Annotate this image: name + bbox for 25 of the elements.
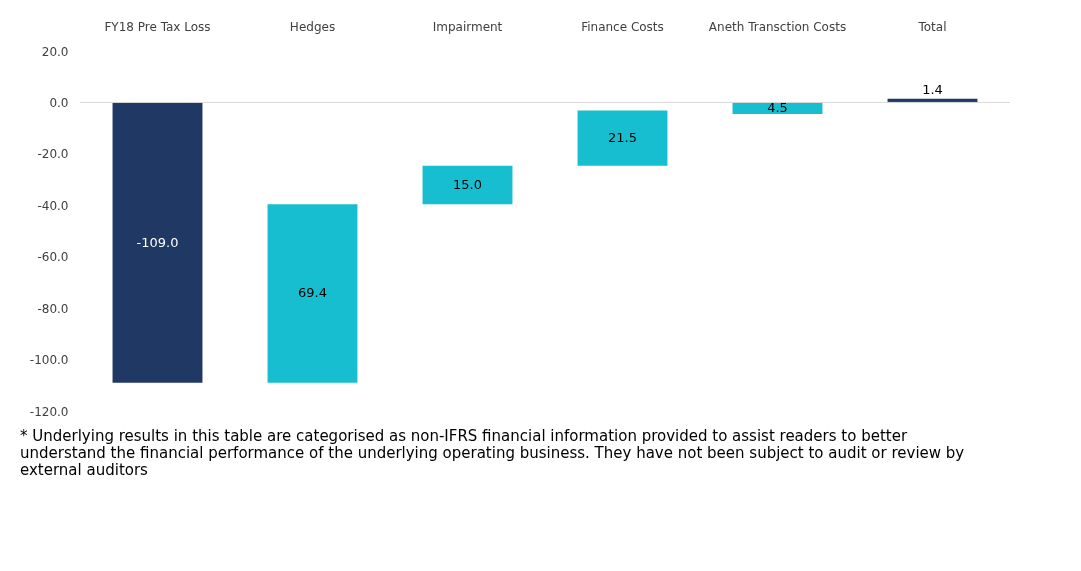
bar xyxy=(112,102,203,383)
x-tick-label: Hedges xyxy=(289,19,336,34)
data-label: 69.4 xyxy=(298,285,327,301)
y-tick-label: -120.0 xyxy=(29,404,69,419)
x-tick-label: Aneth Transction Costs xyxy=(708,19,847,34)
bar xyxy=(422,165,513,205)
y-tick-label: -40.0 xyxy=(37,198,69,213)
data-label: 4.5 xyxy=(767,100,788,116)
y-tick-label: 20.0 xyxy=(41,44,69,59)
y-tick-label: 0.0 xyxy=(49,95,69,110)
y-tick-label: -100.0 xyxy=(29,353,69,368)
x-tick-label: Finance Costs xyxy=(581,19,664,34)
data-label: -109.0 xyxy=(136,234,179,250)
y-tick-label: -80.0 xyxy=(37,301,69,316)
x-tick-label: Total xyxy=(917,19,947,34)
y-tick-label: -60.0 xyxy=(37,250,69,265)
bar xyxy=(267,204,358,383)
data-label: 21.5 xyxy=(608,130,637,146)
y-tick-label: -20.0 xyxy=(37,147,69,162)
data-label: 15.0 xyxy=(453,176,482,192)
x-tick-label: Impairment xyxy=(432,19,503,34)
data-label: 1.4 xyxy=(922,81,943,97)
x-tick-label: FY18 Pre Tax Loss xyxy=(104,19,211,34)
bar xyxy=(577,110,668,166)
text: * Underlying results in this table are categorised as non-IFRS financial information provided to assist readers to better understand the financial performance of the underlying operating business. They have not been subject to audit or review by external auditors xyxy=(20,427,965,479)
